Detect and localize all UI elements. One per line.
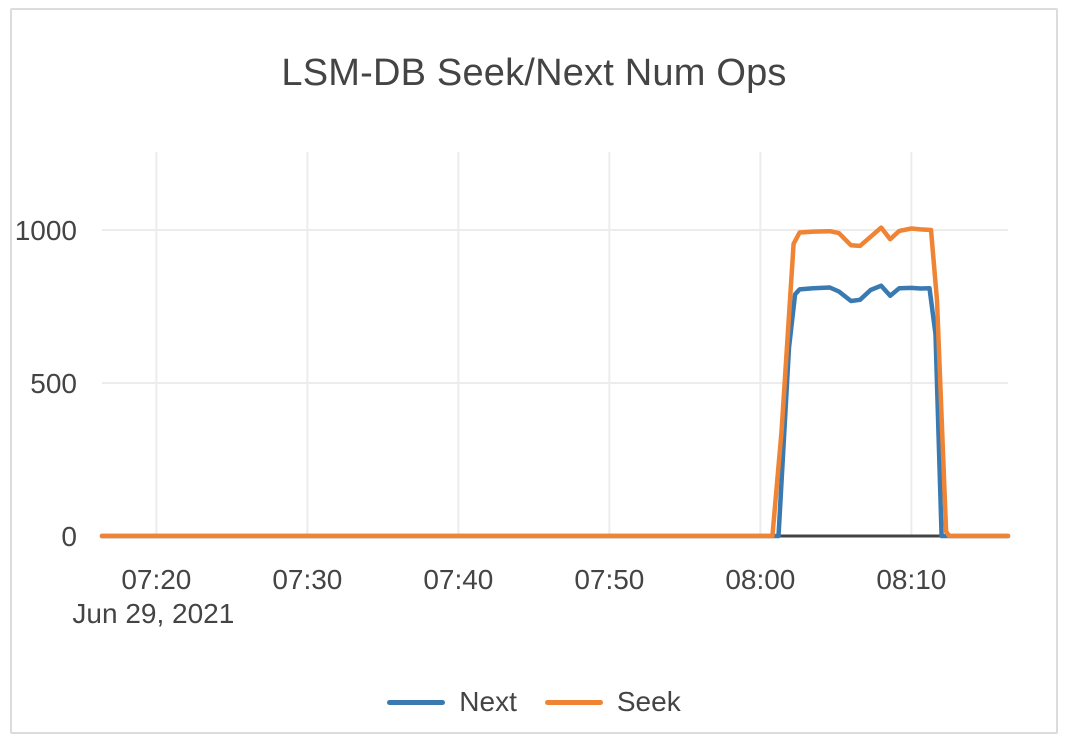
- y-axis-tick-labels: 0 500 1000: [15, 215, 77, 552]
- series-lines: [99, 225, 1011, 539]
- x-tick-label: 07:20: [121, 564, 191, 595]
- y-tick-label: 1000: [15, 215, 77, 246]
- next-line-swatch: [387, 699, 446, 705]
- legend-label-seek: Seek: [616, 686, 681, 717]
- legend-item-seek[interactable]: Seek: [544, 686, 681, 718]
- gridlines: [102, 152, 1008, 536]
- y-tick-label: 500: [30, 368, 77, 399]
- x-tick-label: 07:30: [272, 564, 342, 595]
- chart-title: LSM-DB Seek/Next Num Ops: [281, 52, 787, 94]
- y-tick-label: 0: [61, 521, 77, 552]
- seek-series-line[interactable]: [99, 225, 1011, 539]
- legend-item-next[interactable]: Next: [387, 686, 517, 718]
- next-series-line[interactable]: [99, 283, 1011, 539]
- x-axis-date-label: Jun 29, 2021: [72, 598, 234, 629]
- x-tick-label: 07:40: [423, 564, 493, 595]
- x-tick-label: 08:00: [725, 564, 795, 595]
- seek-line-swatch: [544, 699, 603, 705]
- x-tick-label: 08:10: [876, 564, 946, 595]
- legend: Next Seek: [0, 686, 1068, 718]
- x-axis-tick-labels: 07:20 07:30 07:40 07:50 08:00 08:10: [121, 564, 946, 595]
- x-tick-label: 07:50: [574, 564, 644, 595]
- legend-label-next: Next: [459, 686, 517, 717]
